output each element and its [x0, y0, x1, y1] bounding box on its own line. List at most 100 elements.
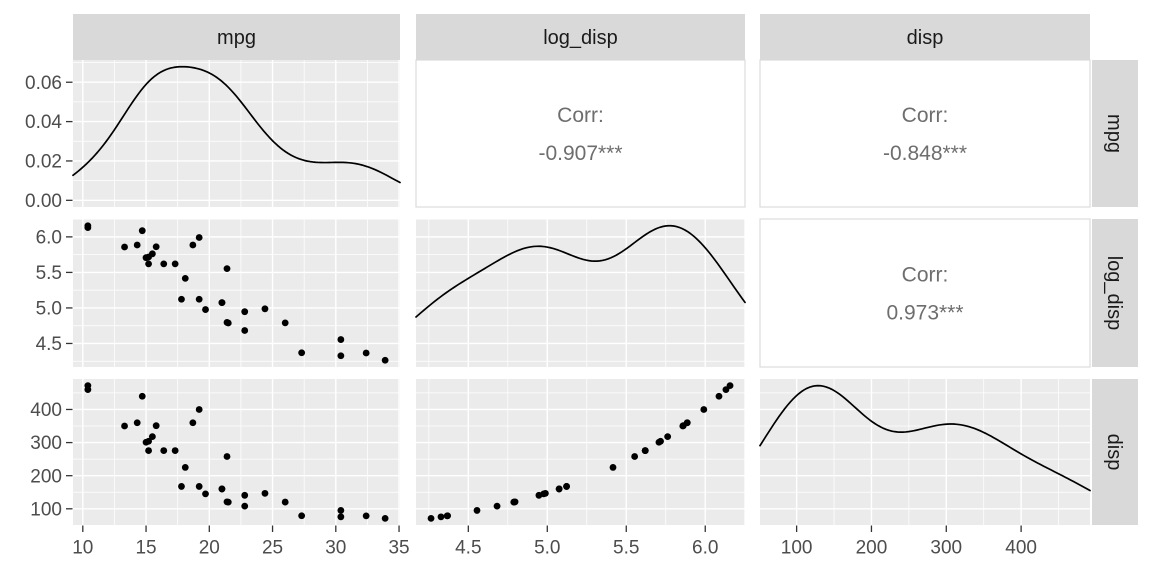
data-point: [381, 514, 389, 522]
data-point: [148, 433, 156, 441]
corr-value: 0.973***: [886, 301, 963, 324]
data-point: [563, 483, 570, 490]
corr-value: -0.907***: [538, 142, 622, 165]
data-point: [223, 498, 231, 506]
top-strip-label: mpg: [217, 27, 256, 49]
data-point: [121, 243, 128, 251]
data-point: [241, 502, 249, 510]
right-strip-label: disp: [1103, 434, 1125, 471]
corr-value: -0.848***: [883, 142, 967, 165]
data-point: [133, 419, 141, 427]
panel-row3-col1-background: [73, 379, 400, 525]
x-tick-label: 400: [1005, 538, 1037, 559]
data-point: [145, 260, 152, 268]
corr-label: Corr:: [557, 104, 604, 127]
data-point: [223, 265, 231, 273]
x-tick-label: 35: [388, 538, 409, 559]
top-strip-label: log_disp: [543, 27, 618, 49]
corr-label: Corr:: [902, 104, 949, 127]
data-point: [195, 234, 203, 241]
data-point: [511, 498, 519, 506]
x-tick-label: 5.5: [613, 538, 639, 559]
data-point: [178, 483, 185, 490]
x-tick-label: 100: [781, 538, 813, 559]
data-point: [223, 453, 231, 460]
y-tick-label: 0.02: [25, 152, 62, 173]
data-point: [218, 485, 226, 493]
right-strip-disp: [1092, 379, 1138, 525]
data-point: [281, 498, 289, 506]
y-tick-label: 6.0: [36, 228, 62, 249]
data-point: [138, 227, 146, 235]
x-tick-label: 25: [262, 538, 283, 559]
y-tick-label: 5.5: [36, 263, 62, 284]
x-tick-label: 4.5: [455, 538, 481, 559]
x-tick-label: 200: [856, 538, 888, 559]
data-point: [138, 392, 146, 400]
data-point: [189, 419, 197, 427]
data-point: [362, 349, 370, 357]
data-point: [160, 260, 168, 268]
data-point: [152, 243, 160, 251]
data-point: [145, 447, 152, 454]
panel-row2-col2-density-curve: [415, 224, 746, 318]
data-point: [218, 299, 226, 307]
x-tick-label: 15: [135, 538, 156, 559]
data-point: [540, 490, 548, 498]
data-point: [181, 274, 189, 282]
data-point: [178, 295, 185, 303]
data-point: [133, 241, 141, 249]
data-point: [261, 305, 269, 313]
x-tick-label: 10: [72, 538, 93, 559]
data-point: [195, 406, 203, 413]
data-point: [241, 308, 249, 316]
y-tick-label: 0.00: [25, 191, 62, 212]
data-point: [555, 485, 563, 493]
data-point: [189, 241, 197, 249]
data-point: [241, 491, 249, 499]
data-point: [121, 422, 128, 430]
data-point: [664, 433, 672, 441]
data-point: [631, 453, 639, 460]
data-point: [655, 438, 663, 446]
y-tick-label: 0.06: [25, 73, 62, 94]
data-point: [202, 490, 209, 498]
data-point: [195, 295, 203, 303]
data-point: [722, 386, 730, 394]
top-strip-log_disp: [416, 14, 745, 60]
data-point: [142, 438, 150, 446]
data-point: [362, 512, 370, 520]
data-point: [609, 464, 617, 471]
data-point: [223, 319, 231, 326]
x-tick-label: 5.0: [534, 538, 560, 559]
data-point: [298, 349, 306, 357]
y-tick-label: 5.0: [36, 299, 62, 320]
x-tick-label: 6.0: [692, 538, 718, 559]
top-strip-label: disp: [907, 27, 944, 49]
data-point: [641, 447, 649, 454]
data-point: [337, 352, 345, 360]
data-point: [241, 327, 249, 334]
data-point: [261, 489, 269, 497]
panel-row1-col1-density-curve: [72, 65, 401, 184]
data-point: [427, 514, 435, 522]
y-tick-label: 200: [30, 466, 62, 487]
x-tick-label: 300: [930, 538, 962, 559]
data-point: [202, 306, 209, 313]
panel-row1-col1-background: [73, 60, 400, 207]
data-point: [437, 513, 445, 521]
panel-row3-col3-density-curve: [759, 384, 1091, 492]
panel-row2-col2-background: [416, 219, 745, 367]
data-point: [160, 447, 168, 454]
data-point: [181, 464, 189, 471]
data-point: [152, 422, 160, 430]
x-tick-label: 20: [199, 538, 220, 559]
panel-row3-col3-background: [760, 379, 1090, 525]
data-point: [679, 422, 687, 430]
data-point: [142, 254, 150, 262]
right-strip-mpg: [1092, 60, 1138, 207]
data-point: [493, 502, 501, 510]
right-strip-log_disp: [1092, 219, 1138, 367]
panel-row2-col1-background: [73, 219, 400, 367]
data-point: [337, 336, 345, 343]
